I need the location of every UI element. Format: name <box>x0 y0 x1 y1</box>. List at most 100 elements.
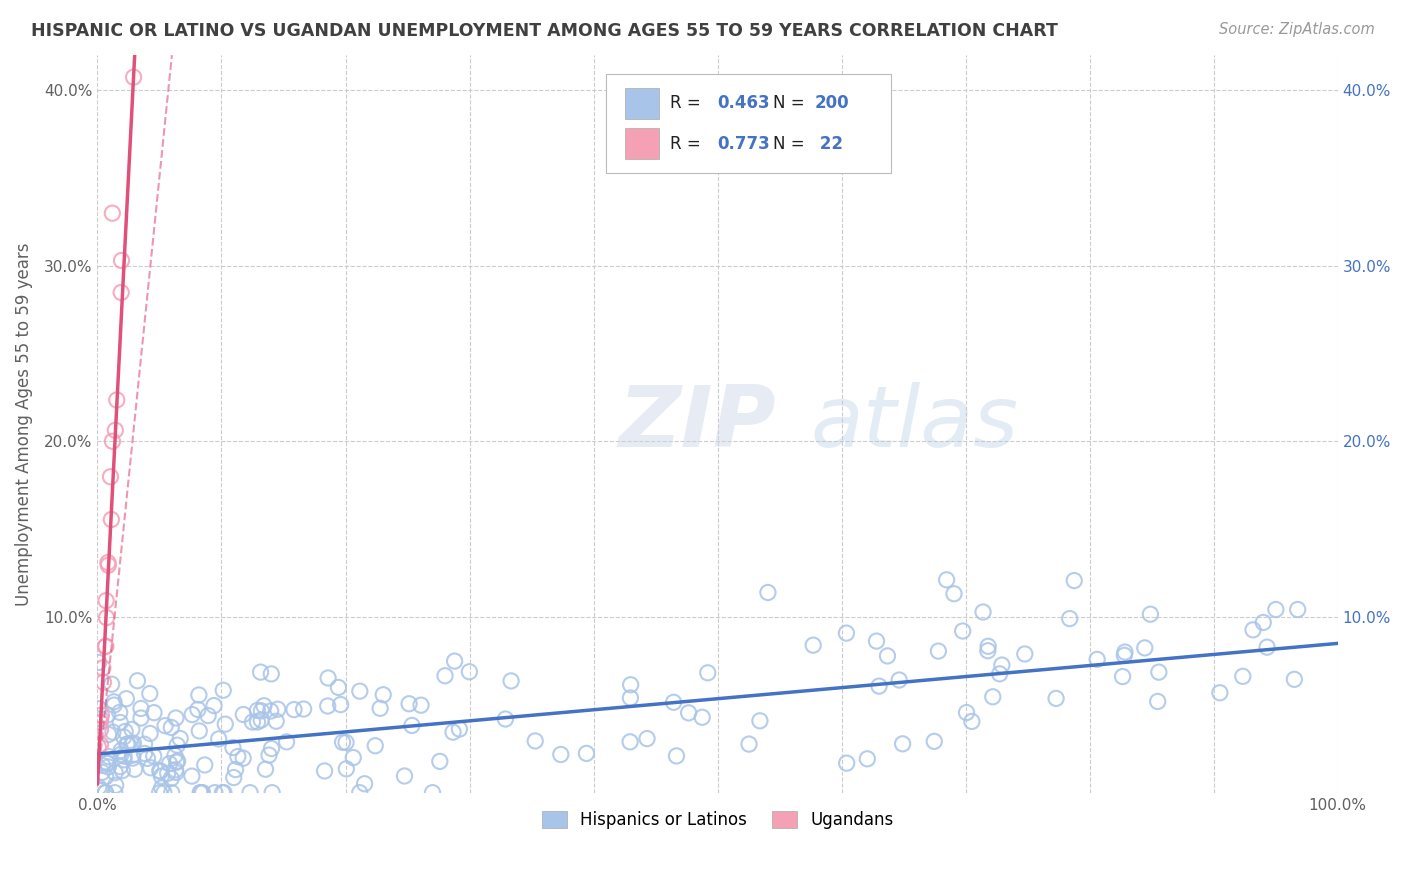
Point <box>1251 615 1274 630</box>
Point <box>922 734 945 748</box>
Point <box>283 703 305 717</box>
Point <box>104 786 127 800</box>
Point <box>169 731 191 746</box>
Point <box>225 763 247 777</box>
Point <box>121 737 143 751</box>
Point <box>104 423 127 437</box>
Text: Source: ZipAtlas.com: Source: ZipAtlas.com <box>1219 22 1375 37</box>
Point <box>409 698 432 713</box>
Point <box>139 726 162 740</box>
Point <box>314 764 336 778</box>
Point <box>110 715 132 730</box>
Point <box>1114 648 1136 663</box>
Point <box>449 722 471 736</box>
Point <box>665 748 688 763</box>
Point <box>139 761 162 775</box>
Point <box>166 738 188 752</box>
Point <box>91 765 114 780</box>
Point <box>111 764 134 778</box>
Point <box>246 714 269 729</box>
Point <box>332 735 354 749</box>
Point <box>349 786 371 800</box>
Point <box>129 701 152 715</box>
Point <box>149 764 172 779</box>
Point <box>1063 574 1085 588</box>
Point <box>373 688 395 702</box>
Point <box>226 749 249 764</box>
Point <box>801 638 824 652</box>
Point <box>935 573 957 587</box>
Point <box>87 780 110 795</box>
Point <box>619 735 641 749</box>
Point <box>100 512 122 526</box>
Point <box>127 673 149 688</box>
Point <box>153 786 176 800</box>
Point <box>889 673 911 687</box>
Point <box>991 658 1014 673</box>
Point <box>398 697 420 711</box>
Point <box>441 725 464 739</box>
Point <box>134 747 156 761</box>
Point <box>891 737 914 751</box>
Point <box>368 701 391 715</box>
Point <box>246 703 269 717</box>
Point <box>180 769 202 783</box>
Point <box>242 714 264 729</box>
Legend: Hispanics or Latinos, Ugandans: Hispanics or Latinos, Ugandans <box>536 805 900 836</box>
Point <box>181 707 204 722</box>
Point <box>122 70 145 85</box>
Point <box>149 786 172 800</box>
Point <box>257 747 280 762</box>
Point <box>110 747 132 762</box>
Point <box>112 753 135 767</box>
Point <box>187 702 209 716</box>
Point <box>163 748 186 763</box>
Text: ZIP: ZIP <box>619 383 776 466</box>
Point <box>1014 647 1036 661</box>
Point <box>112 749 135 764</box>
Point <box>165 763 187 777</box>
Point <box>260 666 283 681</box>
Point <box>97 556 120 570</box>
Point <box>122 736 145 750</box>
Point <box>960 714 983 729</box>
Point <box>952 624 974 638</box>
Point <box>208 731 231 746</box>
Point <box>981 690 1004 704</box>
Point <box>103 698 125 712</box>
Point <box>232 707 254 722</box>
Point <box>97 558 120 573</box>
Point <box>124 762 146 776</box>
Point <box>364 739 387 753</box>
Point <box>108 706 131 720</box>
Point <box>87 739 110 754</box>
Point <box>89 715 111 730</box>
Point <box>422 786 444 800</box>
Point <box>253 698 276 713</box>
Point <box>262 786 284 800</box>
Point <box>1133 640 1156 655</box>
Point <box>458 665 481 679</box>
Point <box>160 721 183 735</box>
Point <box>211 786 233 800</box>
Point <box>91 758 114 772</box>
Point <box>204 786 226 800</box>
Point <box>136 751 159 765</box>
Text: 200: 200 <box>814 94 849 112</box>
Point <box>329 698 352 712</box>
Point <box>977 644 1000 658</box>
Point <box>636 731 658 746</box>
Text: 22: 22 <box>814 135 844 153</box>
Y-axis label: Unemployment Among Ages 55 to 59 years: Unemployment Among Ages 55 to 59 years <box>15 242 32 606</box>
Point <box>1085 652 1108 666</box>
Point <box>1146 694 1168 708</box>
Point <box>87 656 110 670</box>
Point <box>94 786 117 800</box>
Point <box>222 740 245 755</box>
Point <box>104 778 127 792</box>
Point <box>868 679 890 693</box>
Point <box>149 764 172 778</box>
Point <box>328 681 350 695</box>
Point <box>212 786 235 800</box>
Point <box>156 766 179 780</box>
